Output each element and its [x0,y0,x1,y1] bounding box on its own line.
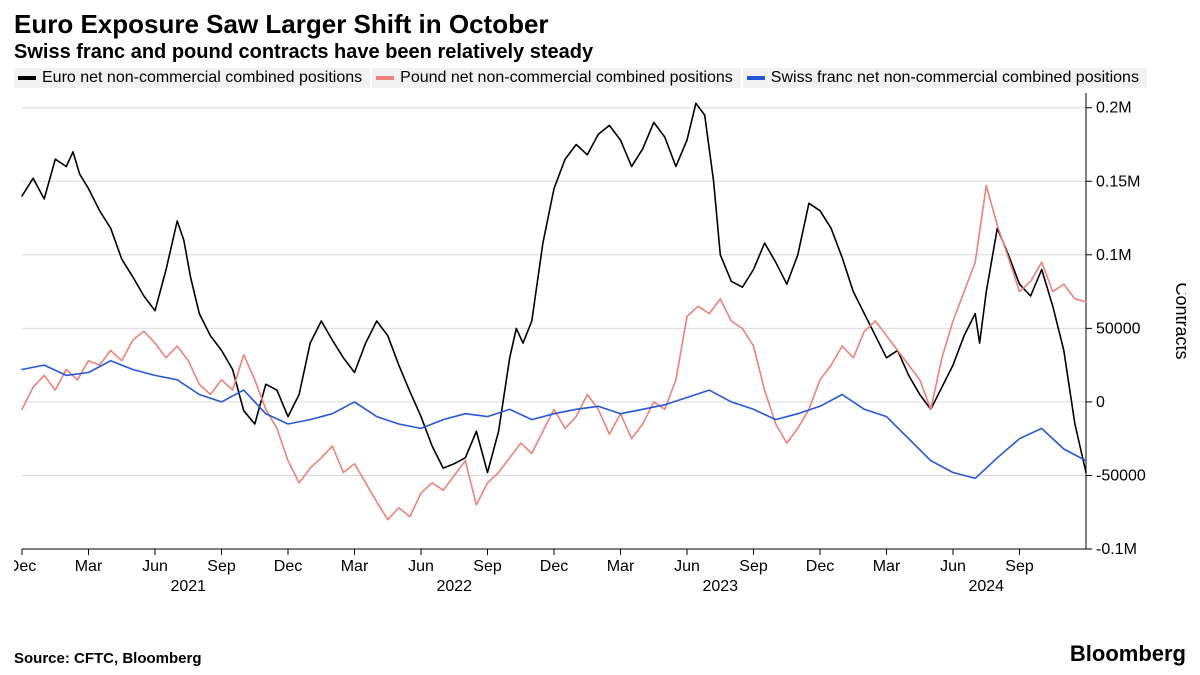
svg-text:2022: 2022 [436,578,472,595]
svg-text:2023: 2023 [702,578,738,595]
legend: Euro net non-commercial combined positio… [14,68,1186,89]
legend-label: Swiss franc net non-commercial combined … [771,69,1139,87]
svg-text:0: 0 [1096,394,1105,411]
svg-text:Sep: Sep [207,558,236,575]
svg-text:50000: 50000 [1096,320,1141,337]
svg-text:-0.1M: -0.1M [1096,541,1137,558]
svg-text:2024: 2024 [968,578,1004,595]
legend-label: Euro net non-commercial combined positio… [42,69,362,87]
svg-text:Jun: Jun [142,558,168,575]
svg-text:Dec: Dec [806,558,834,575]
svg-text:Dec: Dec [540,558,568,575]
plot-area: -0.1M -50000 0 50000 0.1M 0.15M 0.2M Contracts D… [14,89,1186,639]
chart-container: Euro Exposure Saw Larger Shift in Octobe… [0,0,1200,675]
legend-item: Euro net non-commercial combined positio… [14,68,370,88]
svg-text:Mar: Mar [873,558,901,575]
legend-swatch [747,76,765,80]
svg-text:Mar: Mar [75,558,103,575]
chart-subtitle: Swiss franc and pound contracts have bee… [14,41,1186,64]
svg-text:0.2M: 0.2M [1096,100,1132,117]
svg-text:Jun: Jun [408,558,434,575]
svg-text:Sep: Sep [739,558,768,575]
legend-item: Pound net non-commercial combined positi… [372,68,741,88]
svg-text:0.1M: 0.1M [1096,247,1132,264]
line-chart-svg: -0.1M -50000 0 50000 0.1M 0.15M 0.2M Contracts D… [14,89,1186,599]
svg-text:Sep: Sep [473,558,502,575]
brand-label: Bloomberg [1070,641,1186,667]
svg-text:Jun: Jun [674,558,700,575]
legend-label: Pound net non-commercial combined positi… [400,69,733,87]
svg-text:Mar: Mar [341,558,369,575]
svg-text:Mar: Mar [607,558,635,575]
svg-text:Dec: Dec [14,558,36,575]
svg-text:-50000: -50000 [1096,467,1146,484]
svg-text:Dec: Dec [274,558,302,575]
chart-footer: Source: CFTC, Bloomberg Bloomberg [14,641,1186,667]
legend-item: Swiss franc net non-commercial combined … [743,68,1147,88]
chart-title: Euro Exposure Saw Larger Shift in Octobe… [14,10,1186,40]
legend-swatch [376,76,394,80]
source-label: Source: CFTC, Bloomberg [14,650,202,667]
svg-text:Jun: Jun [940,558,966,575]
svg-text:0.15M: 0.15M [1096,173,1140,190]
svg-text:2021: 2021 [170,578,206,595]
svg-text:Contracts: Contracts [1172,282,1186,359]
svg-text:Sep: Sep [1005,558,1034,575]
legend-swatch [18,76,36,80]
